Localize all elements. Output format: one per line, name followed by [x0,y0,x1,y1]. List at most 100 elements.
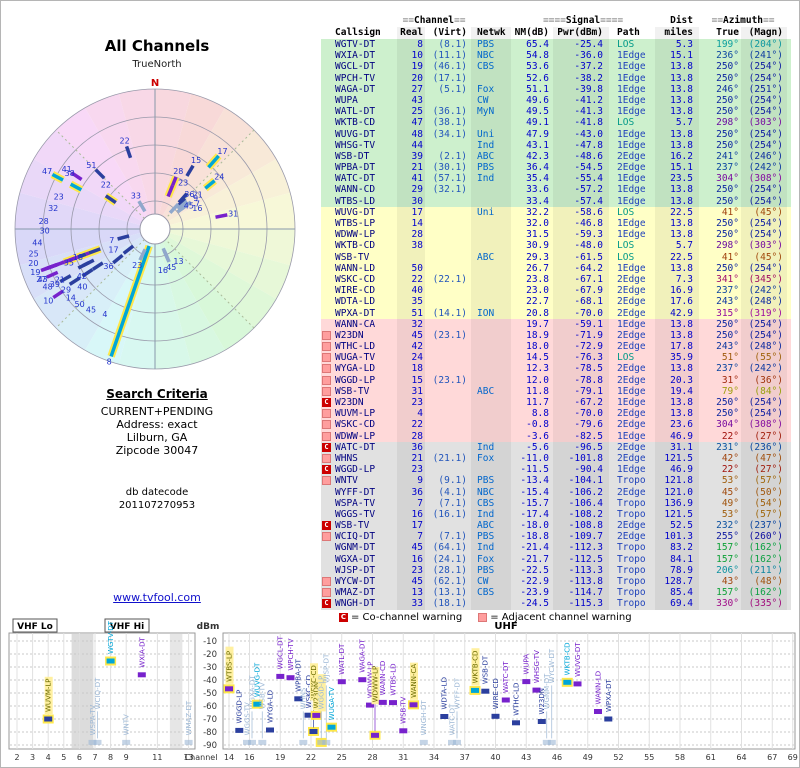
svg-text:WUGA-TV: WUGA-TV [328,687,336,720]
cell-path: 1Edge [617,218,646,229]
cell-az-magn: (254°) [741,61,787,73]
cell-warning [321,129,333,140]
radar-sector [155,229,277,328]
cell-netwk: NBC [471,50,511,62]
svg-text:WKTB-CD: WKTB-CD [472,651,480,684]
header-netwk: Netwk [471,27,511,39]
cell-miles: 13.8 [655,128,699,140]
cell-warning [321,341,333,352]
cell-az-magn: (55°) [741,352,787,364]
cell-callsign: WSKC-CD [335,273,376,285]
co-channel-legend-text: = Co-channel warning [351,612,463,623]
table-row: WPCH-TV 20 (17.1) 52.6 -38.2 1Edge 13.8 250° (25… [321,72,791,84]
svg-text:21: 21 [55,276,65,285]
cell-az-magn: (254°) [741,329,787,342]
spectrum-station-marker [44,716,53,722]
adjacent-channel-warning-icon [478,613,488,622]
cell-nm: 30.9 [526,240,549,252]
cell-path: 1Edge [617,106,646,118]
cell-callsign: WUVM-LP [335,408,376,420]
cell-nm: 19.7 [526,318,549,330]
cell-real: 16 [397,553,425,565]
svg-text:4: 4 [102,310,107,319]
svg-text:51: 51 [86,161,96,170]
cell-callsign: WMAZ-DT [335,587,376,599]
cell-miles: 5.3 [655,39,699,51]
cell-warning [321,61,333,72]
cell-virt: (23.1) [432,329,467,341]
cell-nm: -15.7 [520,497,549,509]
radar-station-marker [69,182,83,192]
cell-path: Tropo [617,508,646,520]
table-row: WUGA-TV 24 14.5 -76.3 LOS 35.9 51° (55°) [321,352,791,364]
cell-az-true: 22° [721,430,739,442]
cell-path: Tropo [617,598,646,610]
cell-path: 2Edge [617,307,646,319]
spectrum-station-marker [399,728,408,734]
cell-nm: 32.2 [526,206,549,218]
cell-az-true: 246° [716,83,739,95]
cell-real: 44 [397,139,425,151]
adjacent-channel-warning-icon [322,431,331,441]
cell-miles: 121.0 [655,486,699,498]
svg-text:-10: -10 [203,637,217,647]
svg-text:WUVG-DT: WUVG-DT [254,662,262,697]
spectrum-station-marker [501,697,510,703]
cell-nm: 26.7 [526,262,549,274]
cell-path: 1Edge [617,385,646,397]
svg-text:W23DN: W23DN [313,682,321,708]
cell-warning [321,229,333,240]
cell-netwk: PBS [471,531,511,543]
cell-miles: 46.9 [655,430,699,442]
cell-netwk: CW [471,576,511,588]
cell-nm: 42.3 [526,150,549,162]
cell-nm: 11.8 [526,385,549,397]
cell-virt [425,296,471,307]
cell-az-true: 250° [716,195,739,207]
cell-az-true: 236° [716,50,739,62]
cell-warning [321,285,333,296]
cell-virt: (64.1) [432,542,467,554]
cell-path: 2Edge [617,273,646,285]
cell-netwk: MyN [471,106,511,118]
cell-callsign: WSB-TV [335,520,370,532]
cell-real: 21 [397,162,425,174]
cell-az-magn: (162°) [741,542,787,554]
svg-text:WDTA-LD: WDTA-LD [441,677,449,710]
cell-real: 19 [397,61,425,73]
warning-legend: C = Co-channel warning = Adjacent channe… [339,612,632,623]
svg-text:43: 43 [521,753,531,762]
svg-text:WYFF-DT: WYFF-DT [454,677,462,709]
svg-text:35: 35 [64,258,74,267]
cell-path: 2Edge [617,374,646,386]
cell-virt: (38.1) [432,117,467,129]
cell-nm: -23.9 [520,587,549,599]
spectrum-station-marker [471,687,479,693]
cell-virt [425,319,471,330]
cell-nm: 53.6 [526,61,549,73]
cell-callsign: WSB-DT [335,150,370,162]
spectrum-station-marker [137,672,146,678]
table-row: WHNS 21 (21.1) Fox -11.0 -101.8 2Edge 121.5 42°(… [321,452,791,465]
header-group-signal: Signal [511,15,655,27]
cell-path: 2Edge [617,441,646,453]
svg-text:WGGD-LP: WGGD-LP [318,676,326,710]
tvfool-link[interactable]: www.tvfool.com [113,591,201,604]
svg-text:WGTV-DT: WGTV-DT [107,620,115,654]
svg-text:N: N [151,78,159,89]
cell-pwr: -57.2 [553,184,609,196]
svg-text:30: 30 [40,226,50,235]
table-row: C WATC-DT 36 Ind -5.6 -96.5 2Edge 31.1 231° (236°… [321,441,791,453]
svg-text:6: 6 [77,753,82,762]
cell-pwr: -76.3 [553,352,609,364]
cell-path: 1Edge [617,229,646,241]
cell-warning: C [321,442,333,453]
cell-warning [321,308,333,319]
cell-callsign: WDTA-LD [335,296,376,308]
cell-netwk [471,184,511,196]
cell-az-true: 22° [721,464,739,476]
radar-sector [118,89,155,229]
table-row: W23DN 45 (23.1) 18.9 -71.9 2Edge 13.8 250° (254°… [321,329,791,342]
svg-text:WSB-TV: WSB-TV [259,682,267,709]
spectrum-station-marker [537,719,546,724]
